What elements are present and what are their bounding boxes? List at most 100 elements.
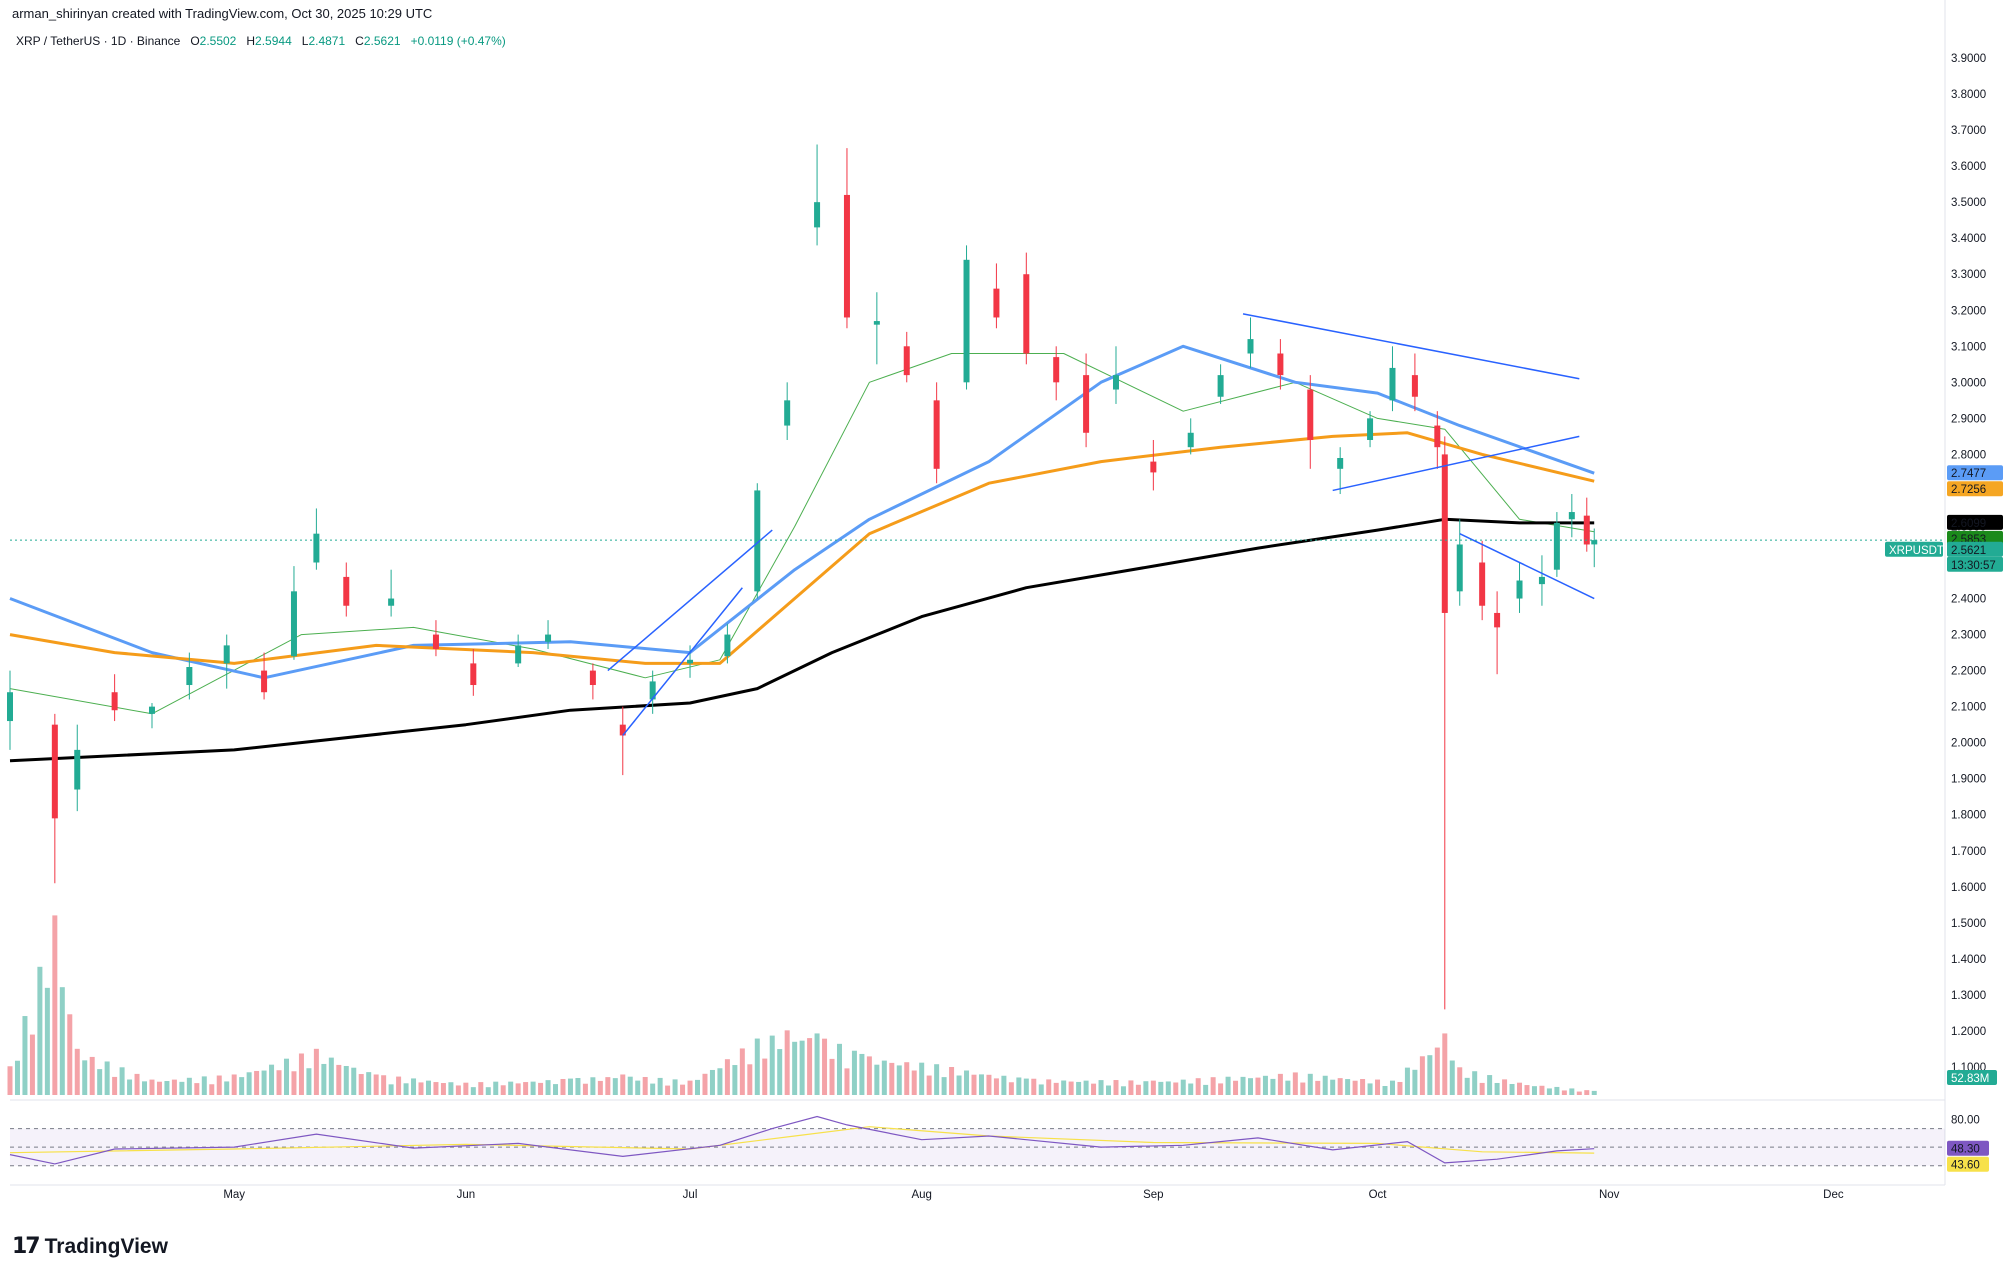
candle-body (903, 346, 910, 376)
volume-bar (1337, 1078, 1343, 1095)
volume-bar (1128, 1080, 1134, 1095)
volume-bar (515, 1083, 521, 1095)
volume-bar (1307, 1073, 1313, 1095)
volume-bar (926, 1075, 932, 1095)
candle-body (51, 724, 58, 819)
price-tick-label: 2.4000 (1951, 594, 1986, 606)
volume-bar (508, 1081, 514, 1095)
volume-bar (575, 1078, 581, 1095)
time-tick-label: Sep (1143, 1189, 1163, 1201)
price-tick-label: 3.8000 (1951, 89, 1986, 101)
candle-body (1568, 512, 1575, 520)
volume-bar (919, 1062, 925, 1095)
volume-bar (896, 1065, 902, 1095)
candle-body (619, 724, 626, 736)
volume-bar (986, 1074, 992, 1095)
price-tick-label: 3.2000 (1951, 305, 1986, 317)
volume-bar (29, 1034, 35, 1095)
volume-bar (620, 1074, 626, 1095)
volume-bar (1315, 1080, 1321, 1095)
volume-bar (306, 1068, 312, 1095)
candle-body (1441, 454, 1448, 613)
candle-body (1083, 375, 1090, 433)
candle-body (111, 692, 118, 711)
tradingview-logo[interactable]: 17 TradingView (12, 1234, 168, 1259)
candle-body (687, 659, 694, 664)
volume-bar (1502, 1079, 1508, 1095)
volume-bar (1270, 1078, 1276, 1095)
price-tick-label: 3.5000 (1951, 197, 1986, 209)
high-value: 2.5944 (255, 34, 292, 48)
volume-bar (545, 1080, 551, 1095)
price-tick-label: 2.0000 (1951, 738, 1986, 750)
candle-body (1217, 375, 1224, 397)
volume-bar (1195, 1078, 1201, 1095)
volume-bar (298, 1053, 304, 1095)
volume-bar (665, 1085, 671, 1095)
volume-bar (425, 1080, 431, 1095)
volume-bar (201, 1076, 207, 1095)
open-value: 2.5502 (199, 34, 237, 48)
volume-bar (1509, 1084, 1515, 1095)
price-tick-label: 3.6000 (1951, 161, 1986, 173)
symbol-label[interactable]: XRP / TetherUS · 1D · Binance (16, 34, 181, 48)
volume-bar (1427, 1055, 1433, 1095)
volume-bar (1098, 1080, 1104, 1095)
price-tag (1947, 541, 2003, 557)
rsi-ma-line (9, 1126, 1595, 1154)
volume-bar (523, 1082, 529, 1095)
volume-bar (463, 1082, 469, 1095)
volume-bar (127, 1079, 133, 1095)
price-tick-label: 1.3000 (1951, 990, 1986, 1002)
volume-bar (1158, 1081, 1164, 1095)
candle-body (1538, 576, 1545, 585)
volume-bar (470, 1087, 476, 1095)
volume-bar (1068, 1081, 1074, 1095)
volume-bar (732, 1065, 738, 1095)
volume-bar (1322, 1075, 1328, 1095)
volume-bar (52, 915, 58, 1095)
candle-body (814, 202, 821, 228)
volume-bar (14, 1060, 20, 1095)
volume-bar (807, 1038, 813, 1095)
volume-bar (941, 1077, 947, 1095)
low-label: L (301, 34, 309, 48)
volume-bar (142, 1081, 148, 1095)
volume-bar (1091, 1083, 1097, 1095)
volume-bar (493, 1081, 499, 1095)
volume-bar (44, 987, 50, 1095)
candle-body (148, 706, 155, 714)
volume-bar (396, 1076, 402, 1095)
price-tag (1947, 514, 2003, 530)
symbol-tag (1885, 541, 1943, 557)
volume-bar (134, 1073, 140, 1095)
price-tick-label: 2.3000 (1951, 630, 1986, 642)
rsi-tick-label: 80.00 (1951, 1114, 1980, 1126)
volume-bar (1539, 1085, 1545, 1095)
volume-bar (1524, 1085, 1530, 1095)
volume-bar (313, 1048, 319, 1095)
volume-bar (1434, 1047, 1440, 1095)
price-tag-label: 2.6099 (1951, 518, 1986, 530)
candle-body (649, 681, 656, 700)
volume-bar (104, 1061, 110, 1095)
volume-bar (67, 1014, 73, 1095)
volume-bar (89, 1056, 95, 1095)
volume-bar (1389, 1080, 1395, 1095)
volume-bar (1479, 1082, 1485, 1095)
volume-bar (1046, 1079, 1052, 1095)
volume-bar (276, 1070, 282, 1095)
volume-bar (1165, 1081, 1171, 1095)
candle-body (313, 533, 320, 563)
price-tick-label: 1.4000 (1951, 954, 1986, 966)
candle-body (873, 321, 880, 325)
volume-bar (612, 1078, 618, 1095)
volume-bar (1472, 1071, 1478, 1095)
volume-bar (209, 1084, 215, 1095)
volume-bar (1001, 1075, 1007, 1095)
volume-bar (866, 1056, 872, 1095)
volume-bar (1457, 1067, 1463, 1095)
volume-bar (1240, 1076, 1246, 1095)
candle-body (1307, 389, 1314, 440)
